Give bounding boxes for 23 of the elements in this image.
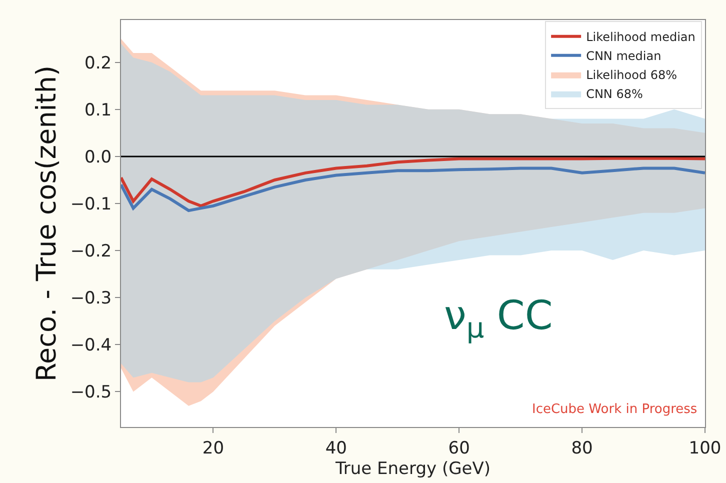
x-tick-label: 40 <box>325 438 347 458</box>
y-tick-label: −0.4 <box>70 336 112 356</box>
y-tick-label: 0.2 <box>84 53 112 74</box>
legend-label: Likelihood median <box>586 30 696 44</box>
legend-label: CNN 68% <box>586 86 643 101</box>
y-tick-label: 0.0 <box>84 147 112 168</box>
x-tick-label: 20 <box>202 438 224 458</box>
line-series <box>121 166 705 212</box>
x-axis-title: True Energy (GeV) <box>334 458 490 479</box>
x-tick-label: 60 <box>448 438 470 458</box>
y-tick-label: −0.1 <box>70 194 112 214</box>
legend-label: Likelihood 68% <box>586 68 678 82</box>
annotation: ν$_{μ}$ CC <box>444 293 553 344</box>
y-axis-title: Reco. - True cos(zenith) <box>31 65 62 382</box>
line-series <box>121 156 705 208</box>
y-tick-label: −0.5 <box>70 382 112 403</box>
annotation: IceCube Work in Progress <box>532 402 698 417</box>
y-tick-label: 0.1 <box>84 100 112 120</box>
x-tick-label: 100 <box>688 438 722 458</box>
y-tick-label: −0.3 <box>70 288 112 309</box>
x-tick-label: 80 <box>571 438 593 458</box>
legend-label: CNN median <box>586 48 662 63</box>
y-tick-label: −0.2 <box>70 242 112 262</box>
